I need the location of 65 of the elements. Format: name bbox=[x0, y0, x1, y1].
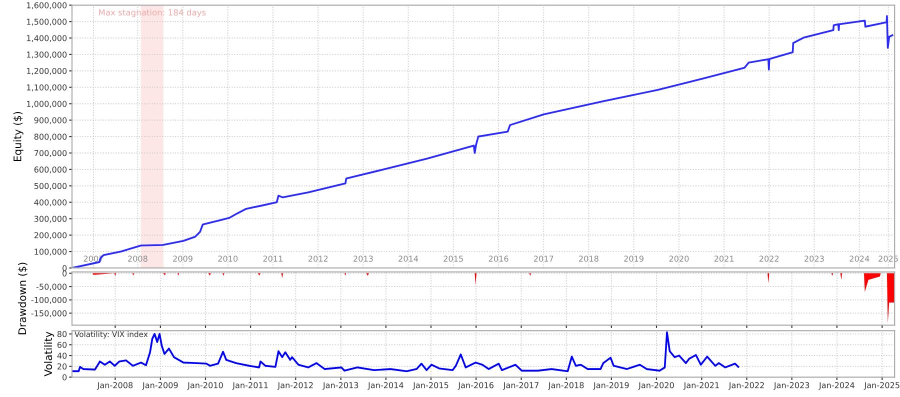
x-tick-label: 2014 bbox=[398, 256, 418, 262]
y-tick-label: 200,000 bbox=[34, 232, 67, 240]
x-tick-label: Jan-2013 bbox=[322, 382, 358, 390]
band-label: Max stagnation: 184 days bbox=[99, 9, 206, 18]
y-tick-label: 0 bbox=[62, 374, 67, 380]
x-tick-label: Jan-2015 bbox=[412, 382, 448, 390]
x-tick-label: 2009 bbox=[173, 256, 192, 262]
x-tick-label: 2021 bbox=[714, 256, 734, 262]
y-tick-label: 400,000 bbox=[34, 199, 67, 206]
x-tick-label: 2012 bbox=[308, 256, 328, 262]
y-tick-label: 1,100,000 bbox=[27, 84, 67, 92]
x-tick-label: Jan-2021 bbox=[683, 382, 719, 390]
y-tick-label: 900,000 bbox=[34, 117, 67, 124]
x-tick-label: 2018 bbox=[579, 256, 598, 262]
y-tick-label: 1,500,000 bbox=[27, 18, 67, 26]
x-tick-label: Jan-2017 bbox=[502, 382, 538, 390]
x-tick-label: Jan-2010 bbox=[187, 382, 223, 390]
y-tick-label: 1,400,000 bbox=[27, 35, 67, 42]
x-tick-label: Jan-2020 bbox=[638, 382, 674, 390]
x-tick-label: 2016 bbox=[488, 256, 508, 262]
x-tick-label: Jan-2014 bbox=[368, 382, 404, 390]
x-tick-label: 2024 bbox=[850, 256, 870, 262]
x-tick-label: Jan-2008 bbox=[96, 382, 133, 390]
line-series bbox=[72, 331, 740, 372]
y-tick-label: -50,000 bbox=[36, 284, 67, 291]
y-tick-label: 1,000,000 bbox=[27, 100, 67, 108]
y-tick-label: 1,600,000 bbox=[27, 2, 67, 10]
x-tick-label: 2022 bbox=[759, 256, 779, 262]
x-tick-label: 2020 bbox=[669, 256, 689, 262]
y-tick-label: 600,000 bbox=[34, 166, 67, 174]
y-tick-label: -150,000 bbox=[31, 310, 67, 318]
x-tick-label: Jan-2012 bbox=[277, 382, 313, 390]
y-tick-label: 1,300,000 bbox=[27, 52, 67, 58]
x-tick-label: Jan-2009 bbox=[142, 382, 178, 390]
x-tick-label: 2023 bbox=[804, 256, 824, 262]
y-tick-label: 500,000 bbox=[34, 182, 67, 190]
y-tick-label: 80 bbox=[57, 331, 67, 338]
y-tick-label: 300,000 bbox=[34, 216, 67, 223]
x-tick-label: 2017 bbox=[534, 256, 554, 262]
x-tick-label: Jan-2016 bbox=[458, 382, 494, 390]
x-tick-label: Jan-2025 bbox=[864, 382, 900, 390]
y-tick-label: 40 bbox=[57, 352, 67, 359]
y-axis-title: Drawdown ($) bbox=[18, 262, 28, 334]
y-axis-title: Volatility bbox=[44, 332, 54, 376]
y-tick-label: 60 bbox=[57, 342, 67, 348]
x-tick-label: 2010 bbox=[218, 256, 238, 262]
y-tick-label: 100,000 bbox=[34, 248, 67, 256]
x-tick-label: 2019 bbox=[624, 256, 644, 262]
x-tick-label: Jan-2011 bbox=[232, 382, 268, 390]
y-tick-label: 700,000 bbox=[34, 150, 67, 157]
y-tick-label: 0 bbox=[62, 265, 67, 272]
x-tick-label: 2015 bbox=[444, 256, 463, 262]
x-tick-label: Jan-2023 bbox=[774, 382, 810, 390]
x-tick-label: 2013 bbox=[354, 256, 373, 262]
y-tick-label: -100,000 bbox=[31, 296, 67, 304]
x-tick-label: Jan-2024 bbox=[818, 382, 854, 390]
y-axis-title: Equity ($) bbox=[13, 112, 24, 162]
y-tick-label: 20 bbox=[57, 363, 67, 370]
y-tick-label: 1,200,000 bbox=[27, 68, 67, 75]
x-tick-label: Jan-2019 bbox=[593, 382, 629, 390]
x-tick-label: 2011 bbox=[263, 256, 282, 262]
x-tick-label: Jan-2018 bbox=[548, 382, 584, 390]
y-tick-label: 800,000 bbox=[34, 134, 67, 141]
x-tick-label: Jan-2022 bbox=[728, 382, 764, 390]
x-tick-label: 2008 bbox=[128, 256, 148, 262]
